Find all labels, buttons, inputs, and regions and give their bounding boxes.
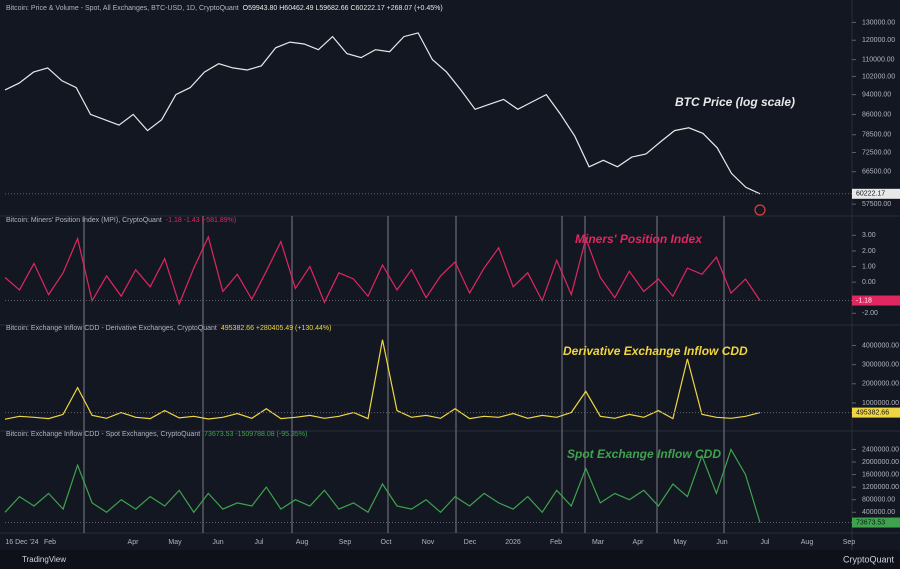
x-tick-label: Feb <box>550 539 562 546</box>
y-tick-label: 110000.00 <box>862 56 895 63</box>
y-tick-label: 66500.00 <box>862 169 891 176</box>
x-tick-label: Sep <box>339 539 352 546</box>
x-tick-label: Jul <box>255 539 264 546</box>
last-value-label: 495382.66 <box>856 409 889 416</box>
y-tick-label: 120000.00 <box>862 37 895 44</box>
panel-header: Bitcoin: Exchange Inflow CDD - Spot Exch… <box>6 431 307 438</box>
x-tick-label: Oct <box>381 539 392 546</box>
x-tick-label: Sep <box>843 539 856 546</box>
x-tick-label: Apr <box>633 539 645 546</box>
panel-header: Bitcoin: Exchange Inflow CDD - Derivativ… <box>6 325 331 332</box>
panel-readout: 73673.53 -1509788.08 (-95.35%) <box>204 431 307 438</box>
x-tick-label: Jun <box>212 539 223 546</box>
last-value-box <box>852 295 900 306</box>
y-tick-label: 2000000.00 <box>862 459 899 466</box>
series-line <box>4 447 761 523</box>
last-value-box <box>852 517 900 528</box>
y-tick-label: 1600000.00 <box>862 471 899 478</box>
series-line <box>4 32 761 195</box>
footer-right: CryptoQuant <box>843 554 895 564</box>
y-tick-label: 2400000.00 <box>862 446 899 453</box>
y-tick-label: 0.00 <box>862 279 876 286</box>
last-value-box <box>852 407 900 418</box>
x-tick-label: Dec <box>464 539 477 546</box>
alert-marker <box>754 204 766 216</box>
last-value-label: 60222.17 <box>856 191 885 198</box>
x-tick-label: Nov <box>422 539 435 546</box>
panel-header: Bitcoin: Miners' Position Index (MPI), C… <box>6 217 236 224</box>
y-tick-label: 57500.00 <box>862 201 891 208</box>
x-tick-label: Apr <box>128 539 140 546</box>
last-value-label: -1.18 <box>856 297 872 304</box>
y-tick-label: 3.00 <box>862 232 876 239</box>
x-tick-label: Jun <box>716 539 727 546</box>
panel-annotation: Miners' Position Index <box>575 232 703 246</box>
y-tick-label: 1200000.00 <box>862 484 899 491</box>
event-lines <box>83 216 725 533</box>
panel-title: Bitcoin: Exchange Inflow CDD - Derivativ… <box>6 325 217 332</box>
panel-annotation: Derivative Exchange Inflow CDD <box>563 344 748 358</box>
y-tick-label: -2.00 <box>862 310 878 317</box>
panel-annotation: Spot Exchange Inflow CDD <box>567 447 721 461</box>
y-tick-label: 72500.00 <box>862 149 891 156</box>
y-tick-label: 2.00 <box>862 248 876 255</box>
y-tick-label: 800000.00 <box>862 497 895 504</box>
y-tick-label: 2000000.00 <box>862 381 899 388</box>
y-tick-label: 1.00 <box>862 263 876 270</box>
x-tick-label: May <box>673 539 687 546</box>
y-tick-label: 3000000.00 <box>862 361 899 368</box>
panel-readout: 495382.66 +280405.49 (+130.44%) <box>221 325 332 332</box>
panel-annotation: BTC Price (log scale) <box>675 95 795 109</box>
panel-title: Bitcoin: Exchange Inflow CDD - Spot Exch… <box>6 431 200 438</box>
y-tick-label: 94000.00 <box>862 91 891 98</box>
panel-header: Bitcoin: Price & Volume - Spot, All Exch… <box>6 5 443 12</box>
x-tick-label: May <box>168 539 182 546</box>
series-line <box>4 235 761 306</box>
x-tick-label: 16 Dec '24 <box>5 539 38 546</box>
x-tick-label: Aug <box>801 539 814 546</box>
x-tick-label: 2026 <box>505 539 521 546</box>
footer-left: TradingView <box>22 555 66 564</box>
x-tick-label: Mar <box>592 539 605 546</box>
x-tick-label: Jul <box>761 539 770 546</box>
panel-readout: -1.18 -1.43 (-581.89%) <box>166 217 236 224</box>
y-tick-label: 78500.00 <box>862 132 891 139</box>
x-tick-label: Aug <box>296 539 309 546</box>
y-tick-label: 102000.00 <box>862 73 895 80</box>
y-tick-label: 400000.00 <box>862 509 895 516</box>
y-tick-label: 86000.00 <box>862 111 891 118</box>
y-tick-label: 1000000.00 <box>862 400 899 407</box>
y-tick-label: 130000.00 <box>862 19 895 26</box>
last-value-label: 73673.53 <box>856 519 885 526</box>
last-value-box <box>852 188 900 199</box>
y-tick-label: 4000000.00 <box>862 342 899 349</box>
panel-separators <box>0 0 900 550</box>
panel-title: Bitcoin: Price & Volume - Spot, All Exch… <box>6 5 239 12</box>
panel-title: Bitcoin: Miners' Position Index (MPI), C… <box>6 217 162 224</box>
footer-bar <box>0 550 900 569</box>
series-line <box>4 339 761 420</box>
x-tick-label: Feb <box>44 539 56 546</box>
panel-readout: O59943.80 H60462.49 L59682.66 C60222.17 … <box>243 5 443 12</box>
